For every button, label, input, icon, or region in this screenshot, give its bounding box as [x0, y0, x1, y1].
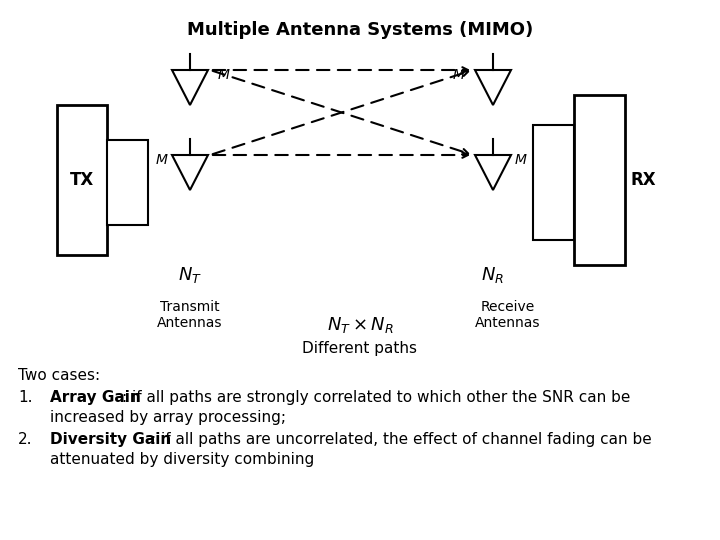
Text: M: M: [218, 68, 230, 82]
Bar: [533, 125, 574, 240]
Text: : if all paths are uncorrelated, the effect of channel fading can be: : if all paths are uncorrelated, the eff…: [150, 432, 652, 447]
Text: RX: RX: [630, 171, 656, 189]
Text: Transmit
Antennas: Transmit Antennas: [157, 300, 222, 330]
Text: Multiple Antenna Systems (MIMO): Multiple Antenna Systems (MIMO): [187, 21, 533, 39]
Text: Array Gain: Array Gain: [50, 390, 140, 405]
Bar: [57, 105, 107, 255]
Text: : if all paths are strongly correlated to which other the SNR can be: : if all paths are strongly correlated t…: [122, 390, 631, 405]
Text: $N_T$: $N_T$: [178, 265, 202, 285]
Text: M: M: [515, 153, 527, 167]
Text: Receive
Antennas: Receive Antennas: [475, 300, 541, 330]
Text: $N_R$: $N_R$: [482, 265, 505, 285]
Text: increased by array processing;: increased by array processing;: [50, 410, 286, 425]
Text: Two cases:: Two cases:: [18, 368, 100, 383]
Text: M: M: [453, 68, 465, 82]
Bar: [107, 140, 148, 225]
Bar: [574, 95, 625, 265]
Text: Diversity Gain: Diversity Gain: [50, 432, 171, 447]
Text: $N_T \times N_R$: $N_T \times N_R$: [327, 315, 393, 335]
Text: Different paths: Different paths: [302, 341, 418, 355]
Text: M: M: [156, 153, 168, 167]
Text: 1.: 1.: [18, 390, 32, 405]
Text: 2.: 2.: [18, 432, 32, 447]
Text: attenuated by diversity combining: attenuated by diversity combining: [50, 452, 314, 467]
Text: TX: TX: [70, 171, 94, 189]
